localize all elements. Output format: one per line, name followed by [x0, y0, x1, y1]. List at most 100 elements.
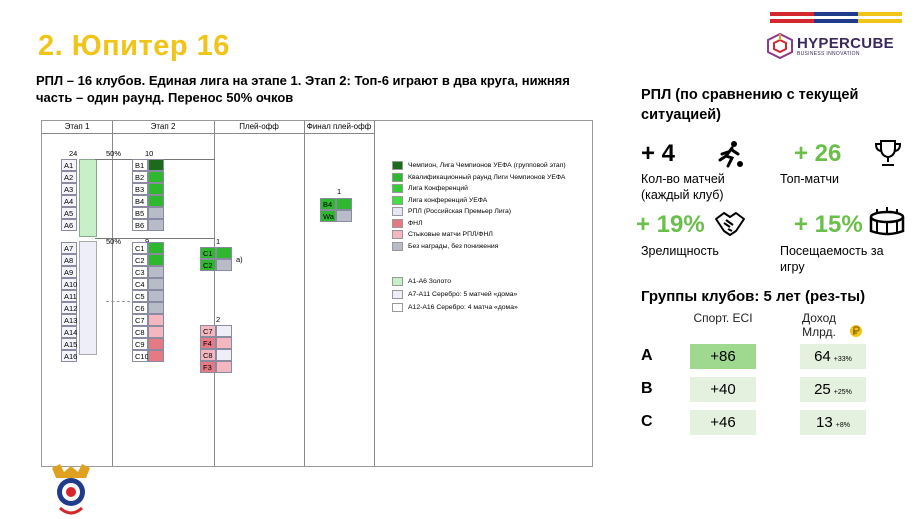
- stage1-count: 24: [69, 149, 78, 158]
- eci-value: +86: [690, 344, 756, 369]
- legend-label: А12-А16 Серебро: 4 матча «дома»: [408, 304, 518, 311]
- trophy-icon: [874, 140, 902, 166]
- logo-tagline: BUSINESS INNOVATION: [797, 50, 860, 57]
- gold-group-bar: [79, 159, 97, 237]
- column-header-blank: [374, 121, 592, 133]
- flag-stripe-bottom: [770, 19, 902, 23]
- column-header-playoff: Плей-офф: [214, 121, 304, 134]
- stage2-status-cell: [148, 290, 164, 302]
- stage2-team-cell: B2: [132, 171, 148, 183]
- playoff-score-cell: [216, 259, 232, 271]
- stat-value-matches: + 4: [641, 140, 676, 167]
- final-team-cell: Wa: [320, 210, 336, 222]
- income-value: 25: [814, 381, 831, 398]
- stage1-team-cell: A3: [61, 183, 77, 195]
- stage2-team-cell: C7: [132, 314, 148, 326]
- stage2-count-bottom: 9: [145, 237, 149, 247]
- rfs-emblem-icon: [52, 464, 90, 515]
- stage1-team-cell: A4: [61, 195, 77, 207]
- league-structure-diagram: Этап 1 Этап 2 Плей-офф Финал плей-офф 24…: [41, 120, 593, 467]
- stage2-status-cell: [148, 302, 164, 314]
- stage2-status-cell: [148, 183, 164, 195]
- stage1-team-cell: A9: [61, 266, 77, 278]
- stage2-status-cell: [148, 254, 164, 266]
- playoff-score-cell: [216, 325, 232, 337]
- transfer-percent-bottom: 50%: [106, 237, 122, 246]
- income-percent: +25%: [833, 389, 852, 396]
- logo-name: HYPERCUBE: [797, 34, 894, 52]
- flag-stripe-top: [770, 12, 902, 16]
- stage2-team-cell: B1: [132, 159, 148, 171]
- final-label: 1: [337, 187, 342, 196]
- legend-label: Квалификационный раунд Лиги Чемпионов УЕ…: [408, 173, 566, 181]
- eci-value: +40: [690, 377, 756, 402]
- column-divider: [214, 121, 215, 466]
- playoff-score-cell: [216, 361, 232, 373]
- legend-label: Без награды, без понижения: [408, 242, 499, 250]
- stage1-team-cell: A6: [61, 219, 77, 231]
- stage1-team-cell: A14: [61, 326, 77, 338]
- legend-swatch: [392, 230, 403, 239]
- stage2-status-cell: [148, 242, 164, 254]
- stage1-team-cell: A2: [61, 171, 77, 183]
- income-value: 13: [816, 414, 833, 431]
- income-cell: 13 +8%: [800, 410, 866, 435]
- group-label: A: [641, 347, 653, 364]
- column-divider: [112, 121, 113, 466]
- legend-swatch: [392, 195, 403, 205]
- stat-label-matches: Кол-во матчей (каждый клуб): [641, 172, 725, 202]
- stage2-team-cell: C1: [132, 242, 148, 254]
- legend-label: А7-А11 Серебро: 5 матчей «дома»: [408, 291, 518, 298]
- stage1-team-cell: A10: [61, 278, 77, 290]
- slide-subtitle: РПЛ – 16 клубов. Единая лига на этапе 1.…: [36, 73, 570, 105]
- stage2-status-cell: [148, 314, 164, 326]
- running-person-icon: [718, 141, 743, 168]
- stage1-team-cell: A11: [61, 290, 77, 302]
- stat-label-attendance: Посещаемость за игру: [780, 244, 884, 274]
- legend-swatch: [392, 218, 403, 228]
- playoff-note: а): [236, 255, 243, 264]
- stage2-status-cell: [148, 171, 164, 183]
- column-header-final: Финал плей-офф: [304, 121, 374, 134]
- playoff-group2-label: 2: [216, 315, 221, 324]
- final-team-cell: B4: [320, 198, 336, 210]
- final-score-cell: [336, 210, 352, 222]
- legend-label: РПЛ (Российская Премьер Лига): [408, 208, 512, 215]
- legend-swatch: [392, 184, 403, 193]
- separator-line: [106, 301, 146, 302]
- stage2-status-cell: [148, 207, 164, 219]
- stage2-team-cell: C2: [132, 254, 148, 266]
- stage2-team-cell: B6: [132, 219, 148, 231]
- stadium-icon: [869, 207, 905, 236]
- column-header-stage2: Этап 2: [112, 121, 214, 134]
- group-label: C: [641, 413, 653, 430]
- stage2-team-cell: C9: [132, 338, 148, 350]
- stage2-team-cell: C5: [132, 290, 148, 302]
- stage1-team-cell: A1: [61, 159, 77, 171]
- hypercube-cube-icon: [767, 33, 793, 59]
- stat-label-top-matches: Топ-матчи: [780, 172, 840, 186]
- stage1-team-cell: A16: [61, 350, 77, 362]
- stage2-team-cell: B5: [132, 207, 148, 219]
- hypercube-logo: HYPERCUBE BUSINESS INNOVATION: [767, 33, 894, 59]
- legend-label: ФНЛ: [408, 219, 423, 227]
- playoff-score-cell: [216, 247, 232, 259]
- stage1-team-cell: A7: [61, 242, 77, 254]
- stage2-status-cell: [148, 278, 164, 290]
- silver-group-bar: [79, 241, 97, 355]
- playoff-score-cell: [216, 337, 232, 349]
- income-cell: 64 +33%: [800, 344, 866, 369]
- stage2-team-cell: C10: [132, 350, 149, 362]
- flag-stripes: [770, 12, 902, 26]
- eci-value: +46: [690, 410, 756, 435]
- final-score-cell: [336, 198, 352, 210]
- stage2-status-cell: [148, 159, 164, 171]
- stage1-team-cell: A8: [61, 254, 77, 266]
- legend-label: Стыковые матчи РПЛ/ФНЛ: [408, 231, 493, 238]
- income-percent: +8%: [835, 422, 850, 429]
- income-value: 64: [814, 348, 831, 365]
- stage2-team-cell: B4: [132, 195, 148, 207]
- income-column-header: Доход Млрд.: [801, 311, 837, 339]
- legend-label: Чемпион, Лига Чемпионов УЕФА (групповой …: [408, 162, 566, 169]
- playoff-team-cell: C8: [200, 349, 216, 361]
